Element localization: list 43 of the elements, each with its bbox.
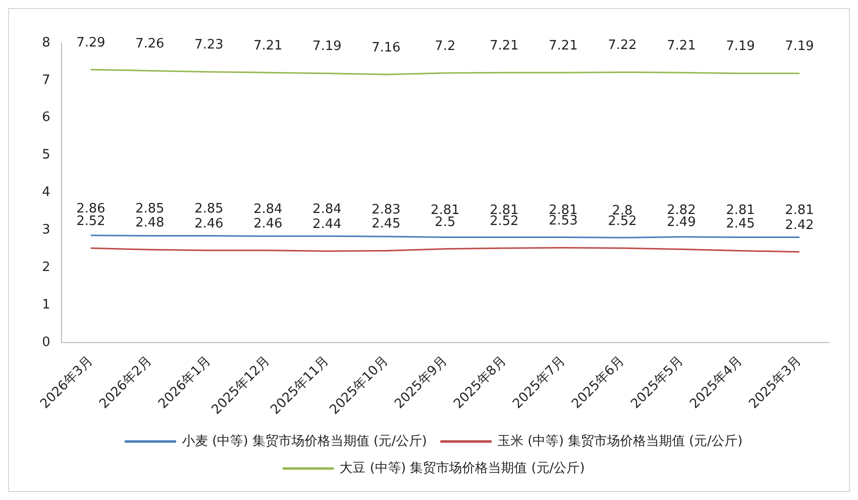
data-label: 2.45 <box>726 216 755 232</box>
data-label: 7.29 <box>76 35 106 50</box>
data-label: 2.46 <box>253 216 282 232</box>
data-label: 7.21 <box>666 38 696 54</box>
data-label: 2.86 <box>76 201 106 216</box>
data-label: 2.44 <box>312 217 342 232</box>
data-label: 7.21 <box>490 38 519 54</box>
data-label: 2.85 <box>135 202 164 217</box>
data-label: 2.83 <box>372 202 401 218</box>
y-tick-label: 3 <box>42 222 50 238</box>
legend-label: 大豆 (中等) 集贸市场价格当期值 (元/公斤) <box>340 460 585 476</box>
data-label: 2.81 <box>784 203 814 218</box>
legend-label: 小麦 (中等) 集贸市场价格当期值 (元/公斤) <box>182 434 428 449</box>
data-label: 7.2 <box>434 38 456 54</box>
data-label: 7.23 <box>194 38 224 53</box>
data-label: 2.84 <box>312 202 342 218</box>
y-tick-label: 8 <box>42 35 50 50</box>
data-label: 7.21 <box>548 38 578 54</box>
data-label: 7.19 <box>784 39 814 54</box>
y-tick-label: 2 <box>42 260 50 275</box>
data-label: 2.84 <box>253 202 282 218</box>
data-label: 2.81 <box>726 203 755 218</box>
data-label: 7.26 <box>135 36 164 52</box>
data-label: 2.52 <box>76 214 106 230</box>
y-tick-label: 5 <box>42 148 50 163</box>
data-label: 2.5 <box>434 214 456 230</box>
data-label: 7.22 <box>608 38 637 54</box>
data-label: 2.85 <box>194 202 224 217</box>
data-label: 2.45 <box>372 216 401 232</box>
y-tick-label: 6 <box>42 110 50 126</box>
data-label: 7.19 <box>726 39 755 54</box>
y-tick-label: 1 <box>42 297 50 312</box>
data-label: 7.19 <box>312 39 342 54</box>
y-tick-label: 0 <box>42 334 50 350</box>
data-label: 7.16 <box>372 40 401 56</box>
y-tick-label: 4 <box>42 185 50 200</box>
data-label: 7.21 <box>253 38 282 54</box>
data-label: 2.48 <box>135 216 164 231</box>
y-tick-label: 7 <box>42 72 50 88</box>
legend-label: 玉米 (中等) 集贸市场价格当期值 (元/公斤) <box>498 434 743 449</box>
data-label: 2.46 <box>194 216 224 232</box>
data-label: 2.49 <box>666 215 696 230</box>
data-label: 2.42 <box>784 218 814 233</box>
